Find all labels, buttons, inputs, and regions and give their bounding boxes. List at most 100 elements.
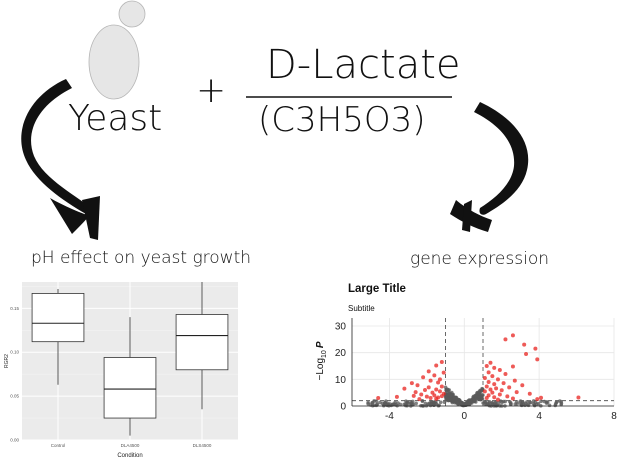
boxplot-x-tick-label: DLA4500 <box>121 443 140 448</box>
volcano-ns-point <box>479 389 483 393</box>
volcano-sig-point <box>428 396 433 400</box>
volcano-ns-point <box>445 392 450 397</box>
volcano-sig-point <box>486 370 491 375</box>
boxplot-y-tick-label: 0.05 <box>10 394 19 399</box>
volcano-sig-point <box>492 395 497 400</box>
volcano-x-tick-label: 0 <box>462 411 468 422</box>
volcano-ns-point <box>508 400 513 405</box>
volcano-sig-point <box>535 357 540 362</box>
volcano-ns-point <box>420 399 425 403</box>
volcano-ns-point <box>439 400 443 405</box>
boxplot-x-tick-label: Control <box>51 443 66 448</box>
volcano-sig-point <box>417 397 422 402</box>
volcano-ns-point <box>559 401 564 406</box>
volcano-ns-point <box>375 402 379 406</box>
volcano-ns-point <box>514 400 519 404</box>
volcano-sig-point <box>488 360 493 365</box>
volcano-ns-point <box>531 401 536 406</box>
volcano-x-tick-label: 4 <box>536 411 542 422</box>
volcano-title: Large Title <box>348 283 406 295</box>
plus-sign: + <box>196 70 227 111</box>
volcano-ns-point <box>473 394 478 398</box>
volcano-ns-point <box>545 400 550 404</box>
volcano-sig-point <box>510 396 515 401</box>
volcano-ns-point <box>454 399 459 403</box>
volcano-sig-point <box>520 383 525 388</box>
yeast-label: Yeast <box>68 98 163 139</box>
volcano-sig-point <box>484 396 489 400</box>
volcano-sig-point <box>402 386 407 391</box>
volcano-ns-point <box>384 399 388 404</box>
boxplot-box-dls4500 <box>175 282 229 410</box>
volcano-sig-point <box>490 390 495 395</box>
volcano-sig-point <box>497 392 502 397</box>
boxplot-y-tick-label: 0.10 <box>10 350 19 355</box>
volcano-ns-point <box>461 402 465 406</box>
volcano-sig-point <box>424 394 429 399</box>
volcano-ns-point <box>539 399 543 404</box>
volcano-ns-point <box>496 401 501 405</box>
volcano-ns-point <box>449 393 453 398</box>
volcano-sig-point <box>409 381 414 386</box>
volcano-sig-point <box>495 397 500 402</box>
boxplot-y-tick-label: 0.15 <box>10 306 19 311</box>
volcano-sig-point <box>428 378 433 383</box>
volcano-sig-point <box>439 394 444 399</box>
volcano-sig-point <box>415 383 420 388</box>
boxplot-y-axis-label: RGR2 <box>4 354 10 368</box>
volcano-sig-point <box>413 390 418 395</box>
volcano-ns-point <box>472 398 477 403</box>
volcano-ns-point <box>535 402 539 406</box>
volcano-y-axis-label: −Log10 P <box>315 341 328 380</box>
volcano-ns-point <box>456 402 461 406</box>
volcano-y-label-sub: 10 <box>321 350 328 358</box>
volcano-sig-point <box>490 374 495 379</box>
volcano-ns-point <box>464 402 468 406</box>
volcano-sig-point <box>432 393 437 398</box>
boxplot-box-dla4500 <box>103 317 157 436</box>
volcano-sig-point <box>486 380 491 384</box>
volcano-sig-point <box>439 360 444 364</box>
boxplot-y-tick-label: 0.00 <box>10 438 19 443</box>
volcano-sig-point <box>434 363 439 368</box>
boxplot-iqr-rect <box>103 357 157 419</box>
volcano-sig-point <box>507 385 512 390</box>
volcano-sig-point <box>503 372 508 376</box>
volcano-sig-point <box>432 373 437 378</box>
volcano-sig-point <box>437 377 442 382</box>
right-curved-arrow-icon <box>450 102 529 232</box>
volcano-ns-point <box>445 387 449 392</box>
volcano-ns-point <box>467 402 472 407</box>
volcano-sig-point <box>499 388 504 393</box>
volcano-ns-point <box>547 403 552 408</box>
volcano-sig-point <box>510 364 515 369</box>
volcano-ns-point <box>457 398 461 402</box>
volcano-y-tick-label: 0 <box>340 402 346 413</box>
volcano-sig-point <box>512 378 517 383</box>
volcano-ns-point <box>366 400 370 405</box>
volcano-ns-point <box>503 399 507 404</box>
boxplot-x-tick-label: DLS4500 <box>193 443 212 448</box>
volcano-ns-point <box>452 396 456 400</box>
volcano-sig-point <box>439 384 444 389</box>
volcano-subtitle: Subtitle <box>348 304 375 313</box>
volcano-y-tick-label: 20 <box>335 348 347 359</box>
left-caption: pH effect on yeast growth <box>31 248 252 268</box>
volcano-sig-point <box>533 346 538 351</box>
volcano-ns-point <box>485 401 490 406</box>
boxplot-chart: 0.00 0.05 0.10 0.15 Control DLA4500 DLS4500 Co… <box>4 282 238 459</box>
compound-name: D-Lactate <box>266 42 461 88</box>
volcano-sig-point <box>419 392 424 397</box>
volcano-sig-point <box>434 396 439 401</box>
volcano-sig-point <box>576 395 581 400</box>
volcano-sig-point <box>376 396 381 400</box>
volcano-sig-point <box>514 390 519 395</box>
compound-formula: (C3H5O3) <box>258 100 426 140</box>
volcano-ns-point <box>526 403 531 408</box>
volcano-sig-point <box>441 370 446 375</box>
volcano-sig-point <box>484 384 489 389</box>
volcano-ns-point <box>392 402 397 406</box>
volcano-ns-point <box>451 399 456 404</box>
volcano-x-tick-label: 8 <box>611 411 617 422</box>
